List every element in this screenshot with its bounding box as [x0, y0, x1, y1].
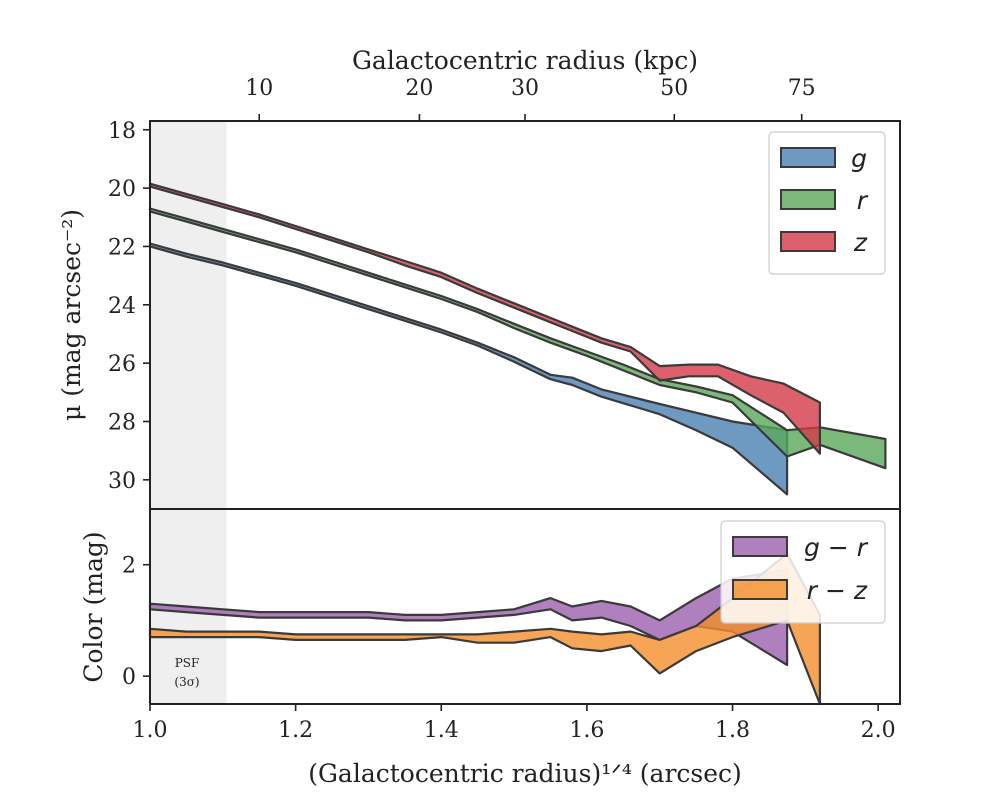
top-y-tick-label: 30: [108, 469, 136, 494]
bottom-y-tick-label: 2: [122, 554, 136, 579]
top-x-tick-label: 50: [660, 76, 688, 101]
top-y-tick-label: 26: [108, 352, 136, 377]
top-legend-label: r: [857, 186, 869, 215]
bottom-x-axis-title: (Galactocentric radius)¹ᐟ⁴ (arcsec): [308, 759, 742, 788]
bottom-y-axis-title: Color (mag): [79, 531, 108, 682]
bottom-x-tick-label: 1.2: [278, 718, 313, 743]
top-legend-label: g: [851, 144, 867, 173]
bottom-panel-frame: [149, 508, 901, 705]
bottom-x-tick-label: 1.6: [569, 718, 604, 743]
top-legend-swatch: [780, 147, 836, 168]
bottom-y-axis-ticks: 02: [122, 554, 150, 690]
top-legend-swatch: [780, 189, 836, 210]
top-x-axis-title: Galactocentric radius (kpc): [352, 46, 698, 75]
top-y-axis-title: μ (mag arcsec⁻²): [57, 209, 86, 421]
top-x-tick-label: 10: [245, 76, 273, 101]
bottom-legend-swatch: [732, 579, 788, 600]
psf-shaded-region-top: [150, 121, 227, 509]
top-legend-label: z: [853, 228, 868, 257]
top-y-axis-ticks: 18 20 22 24 26 28 30: [108, 119, 150, 494]
top-x-axis-ticks: 10 20 30 50 75: [245, 76, 816, 121]
color-band-1: [148, 552, 822, 706]
bottom-x-axis-ticks: 1.0 1.2 1.4 1.6 1.8 2.0: [133, 704, 896, 743]
top-legend: grz: [768, 131, 886, 275]
bottom-legend: g − r r − z: [720, 520, 886, 624]
top-x-tick-label: 75: [788, 76, 816, 101]
bottom-x-tick-label: 1.0: [133, 718, 168, 743]
surface-brightness-series: [148, 182, 887, 496]
color-band-0: [148, 569, 789, 667]
top-y-tick-label: 20: [108, 177, 136, 202]
bottom-x-tick-label: 1.8: [715, 718, 750, 743]
top-legend-swatch: [780, 231, 836, 252]
bottom-legend-label: r − z: [807, 576, 868, 605]
surface-brightness-band-0: [148, 242, 789, 496]
psf-sigma-label: (3σ): [174, 675, 199, 689]
top-y-tick-label: 22: [108, 235, 136, 260]
psf-label: PSF: [175, 656, 200, 670]
top-x-tick-label: 20: [405, 76, 433, 101]
color-series: [148, 552, 822, 706]
bottom-y-tick-label: 0: [122, 665, 136, 690]
bottom-x-tick-label: 2.0: [861, 718, 896, 743]
bottom-x-tick-label: 1.4: [424, 718, 459, 743]
top-y-tick-label: 24: [108, 294, 136, 319]
top-x-tick-label: 30: [511, 76, 539, 101]
bottom-legend-label: g − r: [804, 533, 869, 562]
top-y-tick-label: 18: [108, 119, 136, 144]
top-y-tick-label: 28: [108, 410, 136, 435]
surface-brightness-band-2: [148, 182, 822, 455]
bottom-legend-swatch: [732, 536, 788, 557]
